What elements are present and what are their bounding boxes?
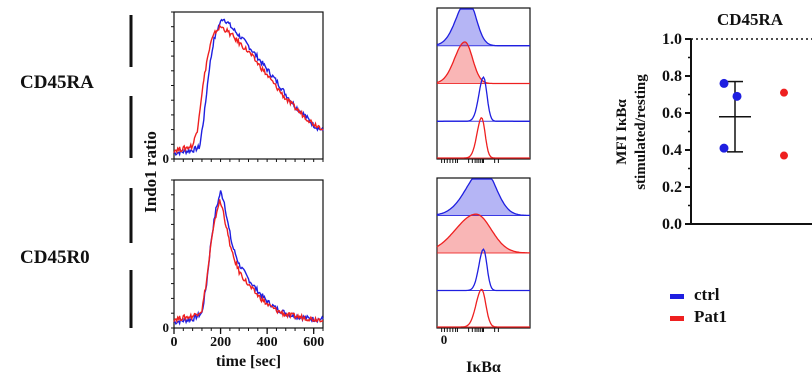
legend-label-pat1: Pat1 xyxy=(694,307,727,326)
series-line-ctrl xyxy=(173,190,324,326)
plot-frame xyxy=(173,179,324,329)
y-tick-label: 0.4 xyxy=(662,142,682,159)
plot-frame xyxy=(173,11,324,160)
point-ctrl xyxy=(719,78,729,88)
histogram-line-pat1 xyxy=(437,288,530,328)
chart-title: CD45RA xyxy=(717,10,784,29)
y-axis-label-line1: MFI IκBα xyxy=(614,99,630,165)
series-line-pat1 xyxy=(173,199,324,324)
histogram-line-ctrl xyxy=(436,178,531,217)
x-tick-label: 600 xyxy=(303,335,324,350)
legend: ctrl Pat1 xyxy=(670,285,727,326)
x-axis-label: time [sec] xyxy=(216,353,281,370)
point-ctrl xyxy=(732,91,742,101)
y-tick-label: 0.8 xyxy=(662,68,682,85)
histogram-fill-ctrl xyxy=(437,9,530,46)
y-tick-label: 0.2 xyxy=(662,179,682,196)
y-tick-label: 0 xyxy=(163,320,170,335)
histogram-line-ctrl xyxy=(436,8,530,47)
histogram-fill-pat1 xyxy=(437,214,530,253)
histogram-line-pat1 xyxy=(436,213,530,254)
legend-label-ctrl: ctrl xyxy=(694,285,720,304)
y-tick-label: 0.6 xyxy=(662,105,682,122)
y-axis-label-line2: stimulated/resting xyxy=(633,74,649,190)
indo1-kinetics-cd45ra: 0 xyxy=(163,11,324,166)
x-tick-label: 400 xyxy=(257,335,278,350)
x-tick-label: 200 xyxy=(210,335,231,350)
legend-swatch-pat1 xyxy=(670,316,684,321)
indo1-kinetics-cd45r0: 00 200 400 600 time [sec] xyxy=(163,179,324,370)
series-line-pat1 xyxy=(173,23,324,155)
histogram-line-ctrl xyxy=(437,248,530,292)
x-axis-label: IκBα xyxy=(466,359,501,376)
row-label-cd45ra: CD45RA xyxy=(20,72,94,93)
ikba-histograms-cd45ra xyxy=(436,7,531,163)
ikba-histograms-cd45r0: 0 IκBα xyxy=(436,177,531,376)
histogram-line-ctrl xyxy=(437,76,530,122)
point-pat1 xyxy=(780,151,788,160)
y-tick-label: 0 xyxy=(163,151,170,166)
x-tick-label: 0 xyxy=(441,332,448,347)
histogram-fill-ctrl xyxy=(437,179,530,216)
row-label-cd45r0: CD45R0 xyxy=(20,247,90,268)
y-tick-label: 0.0 xyxy=(662,216,682,233)
histogram-line-pat1 xyxy=(436,41,530,85)
point-pat1 xyxy=(780,88,788,97)
legend-swatch-ctrl xyxy=(670,294,684,299)
histogram-line-pat1 xyxy=(437,116,530,159)
x-tick-label: 0 xyxy=(171,335,178,350)
mfi-scatter-cd45ra: CD45RA 0.0 0.2 0.4 0.6 0.8 1.0 MFI IκBα stimulat… xyxy=(614,10,812,233)
indo1-ylabel: Indo1 ratio xyxy=(141,131,160,213)
point-ctrl xyxy=(719,143,729,153)
y-tick-label: 1.0 xyxy=(662,31,682,48)
histogram-fill-pat1 xyxy=(437,41,530,84)
